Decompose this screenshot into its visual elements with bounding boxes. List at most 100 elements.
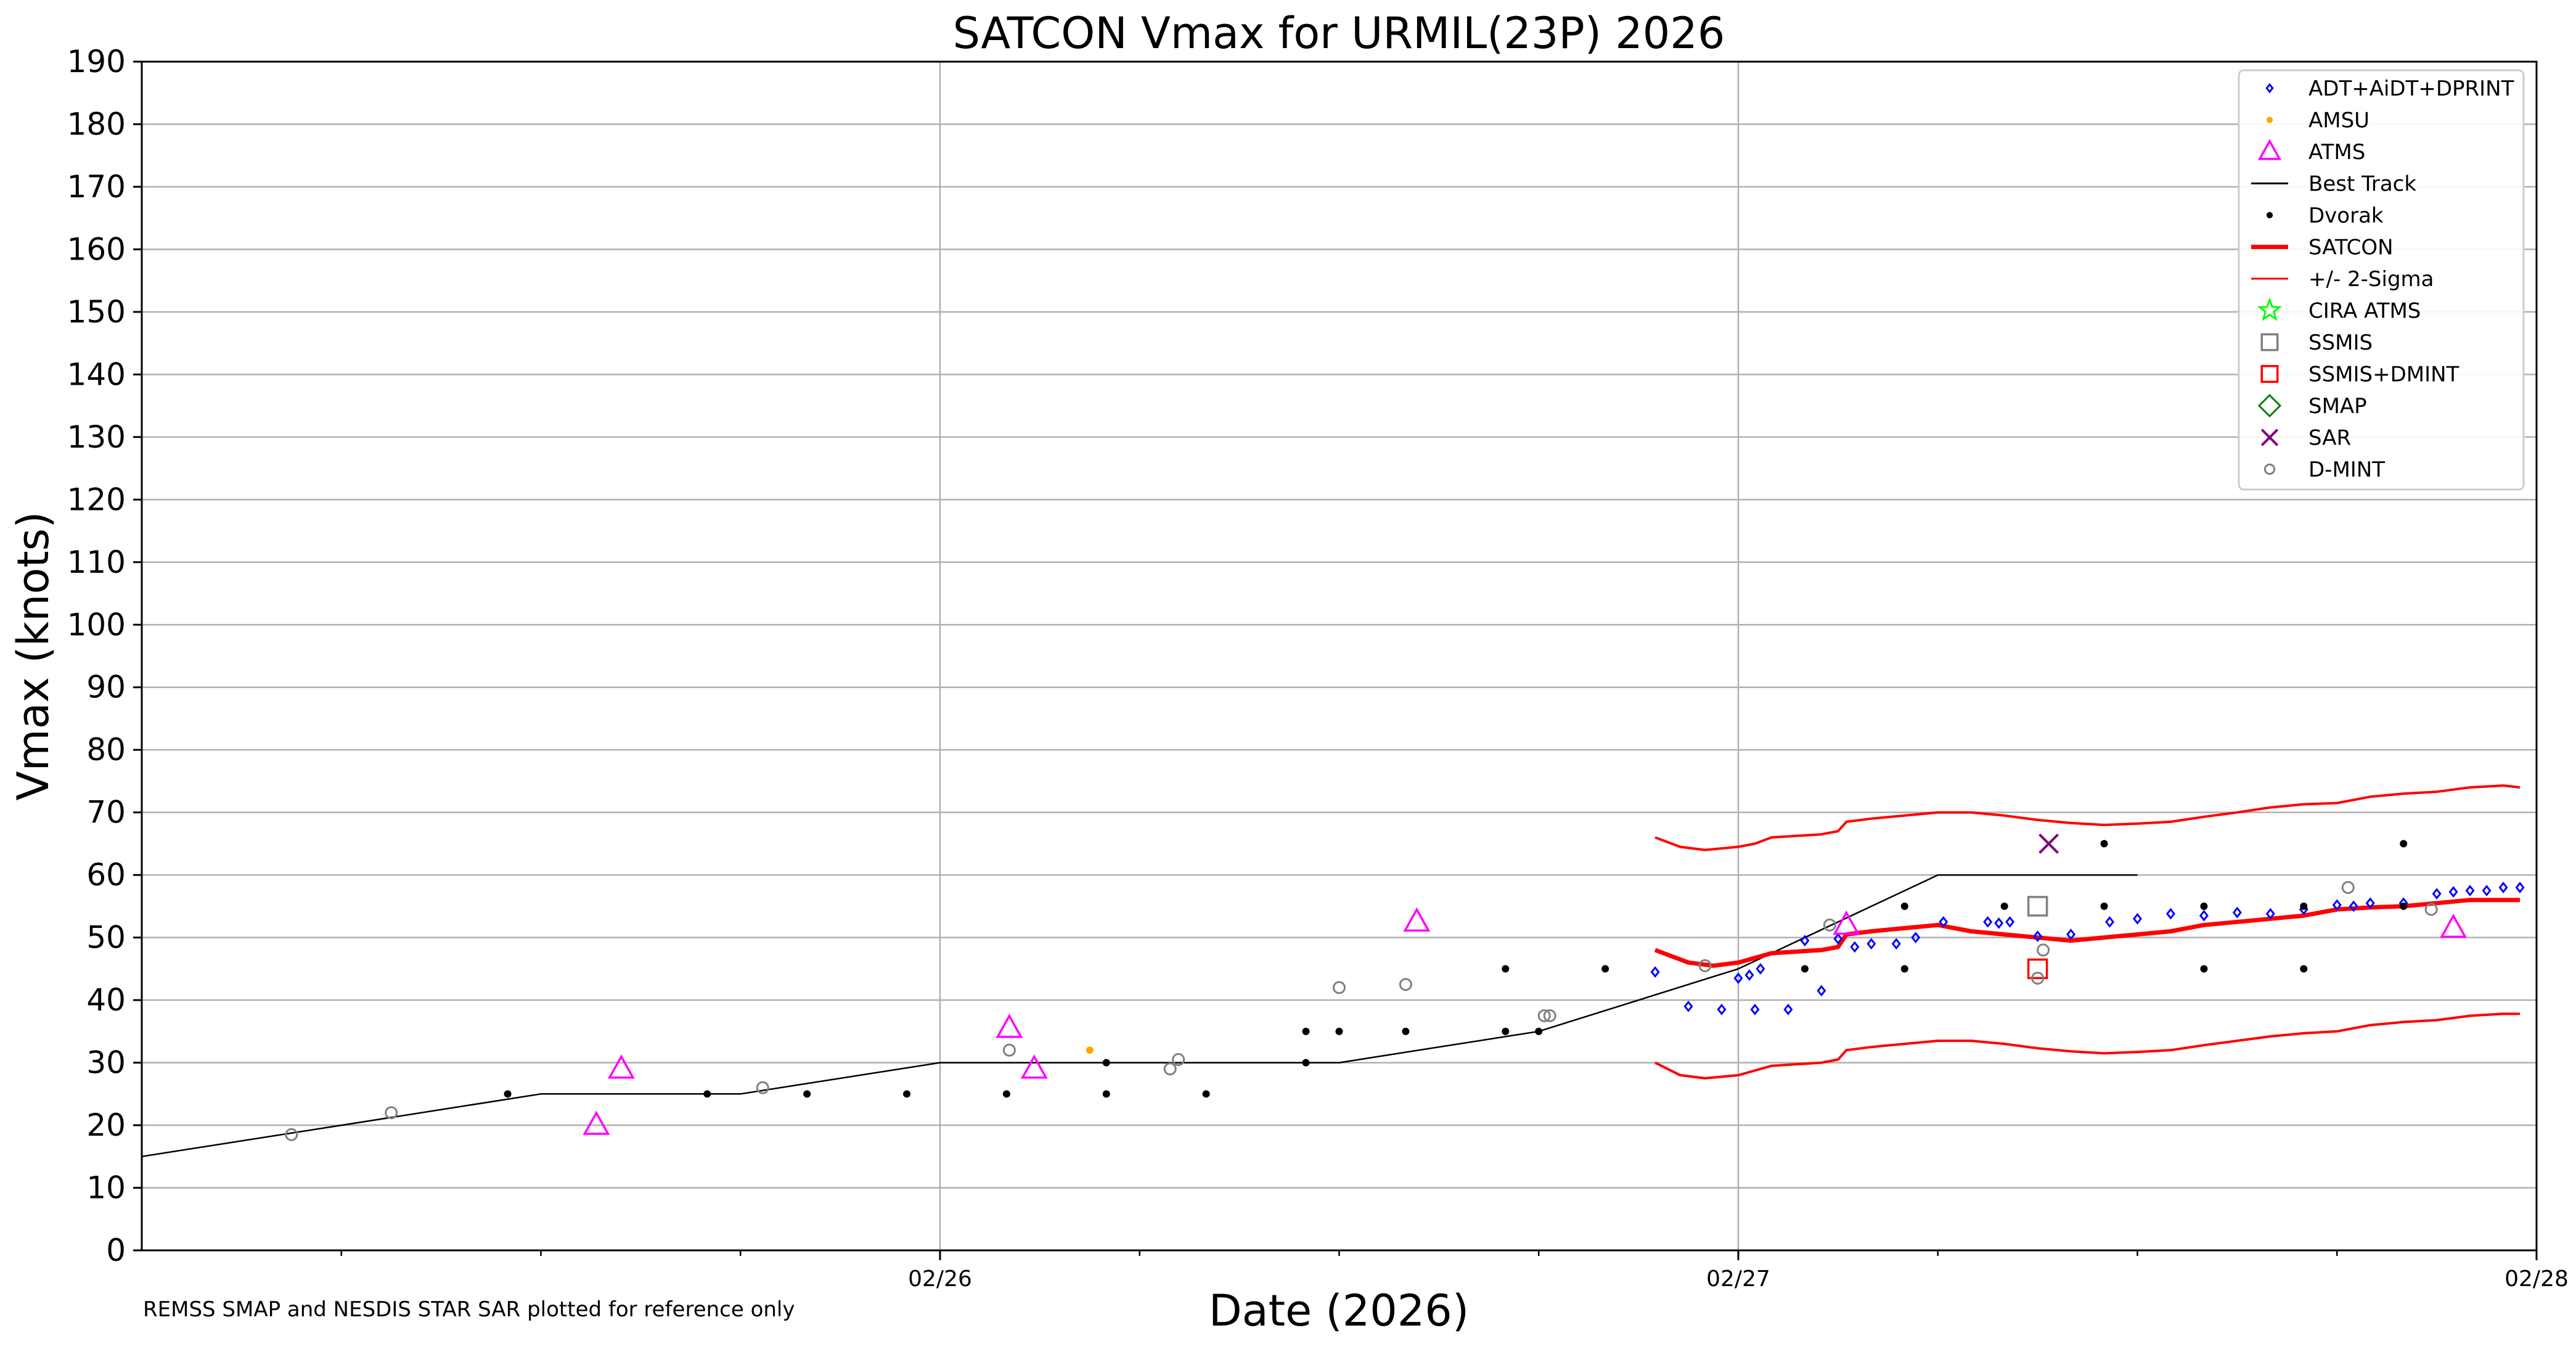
y-tick-label: 190 — [67, 44, 126, 80]
adt-aidt-dprint-point — [1650, 966, 1660, 978]
y-tick-label: 180 — [67, 106, 126, 142]
atms-point — [996, 1014, 1023, 1038]
dvorak-point — [2000, 902, 2008, 910]
y-tick-label: 110 — [67, 544, 126, 580]
adt-aidt-dprint-point — [2432, 888, 2442, 900]
adt-aidt-dprint-point — [1850, 941, 1860, 953]
adt-aidt-dprint-point — [2482, 885, 2492, 896]
axes-layer: 0 10 20 30 40 50 60 70 80 90 100 110 120 130 140 150 160… — [67, 44, 2569, 1292]
adt-aidt-dprint-point — [1756, 962, 1765, 975]
dvorak-point — [1302, 1059, 1310, 1067]
adt-aidt-dprint-point — [2132, 912, 2143, 925]
adt-aidt-dprint-point — [2232, 906, 2242, 919]
adt-aidt-dprint-point — [2033, 930, 2043, 943]
legend-amsu-marker — [2266, 117, 2273, 123]
y-tick-label: 10 — [86, 1170, 126, 1206]
legend-cira-atms-label: CIRA ATMS — [2308, 299, 2421, 324]
legend: ADT+AiDT+DPRINT AMSU ATMS Best Track Dvorak S… — [2238, 69, 2525, 491]
legend-ssmis-dmint-label: SSMIS+DMINT — [2308, 363, 2459, 387]
legend-dvorak-marker — [2266, 211, 2273, 219]
y-axis-label: Vmax (knots) — [8, 512, 59, 801]
adt-aidt-dprint-point — [2199, 909, 2209, 922]
adt-aidt-dprint-point — [2066, 929, 2076, 940]
legend-smap-label: SMAP — [2308, 394, 2367, 419]
adt-aidt-dprint-point — [1833, 933, 1843, 945]
y-tick-label: 150 — [67, 294, 126, 330]
dvorak-point — [2100, 840, 2108, 848]
legend-ssmis-dmint-marker — [2260, 365, 2279, 383]
legend-adt-aidt-dprint-label: ADT+AiDT+DPRINT — [2308, 76, 2514, 101]
adt-aidt-dprint-point — [1939, 916, 1948, 928]
dvorak-point — [2300, 902, 2308, 910]
y-tick-label: 160 — [67, 231, 126, 267]
footnote: REMSS SMAP and NESDIS STAR SAR plotted f… — [143, 1297, 795, 1322]
legend-ssmis-label: SSMIS — [2308, 330, 2373, 355]
dvorak-point — [1402, 1027, 1410, 1035]
dvorak-point — [903, 1090, 911, 1098]
y-tick-label: 70 — [86, 795, 126, 830]
dvorak-point — [2300, 965, 2308, 973]
legend-atms-marker — [2257, 139, 2282, 160]
y-tick-label: 120 — [67, 482, 126, 517]
2-sigma-upper-line — [1654, 784, 2521, 851]
legend-box — [2238, 69, 2525, 491]
dvorak-point — [1102, 1059, 1110, 1067]
d-mint-point — [385, 1106, 398, 1120]
adt-aidt-dprint-point — [2365, 897, 2375, 909]
y-tick-label: 30 — [86, 1045, 126, 1081]
atms-point — [1403, 907, 1431, 932]
adt-aidt-dprint-point — [1817, 985, 1826, 997]
adt-aidt-dprint-point — [2465, 885, 2475, 896]
legend-sar-marker — [2260, 428, 2279, 446]
y-tick-label: 20 — [86, 1107, 126, 1143]
dvorak-point — [1900, 902, 1908, 910]
dvorak-point — [1202, 1090, 1210, 1098]
dvorak-point — [1335, 1027, 1343, 1035]
adt-aidt-dprint-point — [2349, 900, 2358, 912]
legend-sar-label: SAR — [2308, 426, 2351, 451]
satcon-line — [1654, 898, 2520, 968]
legend-ssmis-marker — [2260, 333, 2279, 351]
d-mint-point — [285, 1128, 298, 1141]
d-mint-point — [2037, 943, 2050, 957]
adt-aidt-dprint-point — [1891, 938, 1901, 950]
dvorak-point — [1002, 1090, 1010, 1098]
adt-aidt-dprint-point — [2332, 899, 2342, 911]
d-mint-point — [1163, 1062, 1177, 1076]
y-tick-label: 40 — [86, 982, 126, 1018]
d-mint-point — [1333, 981, 1346, 994]
d-mint-point — [1399, 978, 1412, 991]
d-mint-point — [1698, 959, 1712, 972]
adt-aidt-dprint-point — [1717, 1003, 1727, 1015]
d-mint-point — [2424, 903, 2438, 916]
d-mint-point — [1537, 1009, 1551, 1022]
d-mint-point — [2341, 880, 2355, 894]
d-mint-point — [1823, 918, 1836, 932]
y-tick-label: 90 — [86, 670, 126, 705]
atms-point — [1833, 910, 1860, 935]
legend-adt-aidt-dprint-marker — [2265, 83, 2274, 94]
x-tick-label: 02/26 — [908, 1266, 972, 1292]
adt-aidt-dprint-point — [1867, 938, 1876, 950]
amsu-point — [1086, 1046, 1094, 1054]
y-tick-label: 80 — [86, 732, 126, 768]
legend-cira-atms-marker — [2257, 297, 2283, 321]
adt-aidt-dprint-point — [2165, 908, 2175, 920]
dvorak-point — [803, 1090, 811, 1098]
adt-aidt-dprint-point — [2105, 916, 2115, 928]
dvorak-point — [1535, 1027, 1543, 1035]
legend-smap-marker — [2257, 393, 2282, 418]
2-sigma-lower-line — [1654, 1012, 2520, 1080]
dvorak-point — [504, 1090, 512, 1098]
dvorak-point — [2200, 965, 2208, 973]
d-mint-point — [1172, 1053, 1185, 1067]
dvorak-point — [703, 1090, 711, 1098]
sar-point — [2038, 834, 2059, 854]
adt-aidt-dprint-point — [1983, 916, 1993, 928]
y-tick-label: 140 — [67, 356, 126, 392]
x-tick-label: 02/27 — [1706, 1266, 1770, 1292]
y-tick-label: 100 — [67, 607, 126, 642]
y-tick-label: 170 — [67, 169, 126, 205]
dvorak-point — [1502, 965, 1510, 973]
